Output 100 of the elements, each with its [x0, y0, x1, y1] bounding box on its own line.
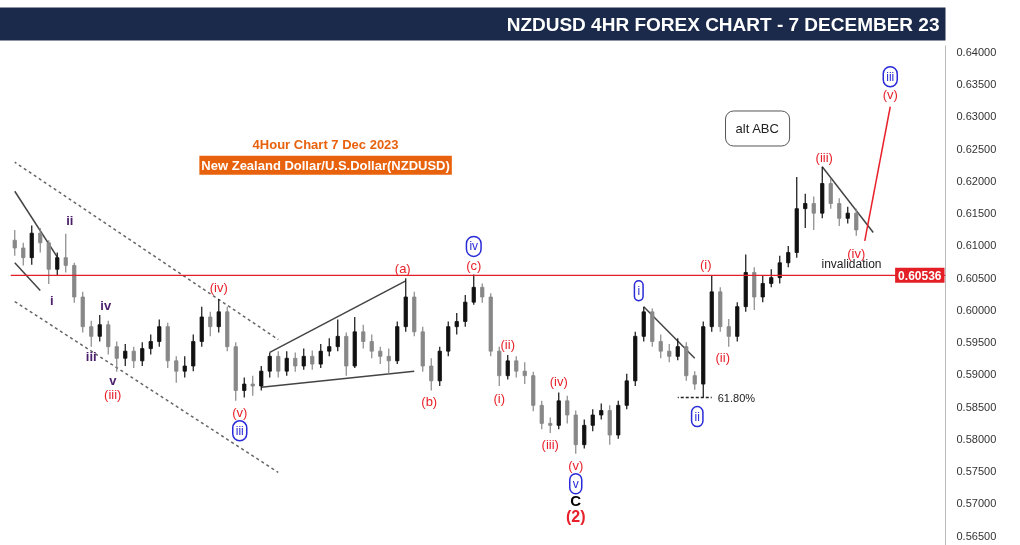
annotation: (v) — [568, 458, 584, 474]
y-tick-label: 0.61000 — [956, 239, 997, 252]
candlestick — [480, 282, 485, 304]
y-tick-label: 0.62500 — [956, 142, 997, 155]
candlestick — [786, 245, 791, 268]
annotation: (ii) — [500, 336, 515, 352]
candlestick — [803, 193, 808, 229]
y-tick-label: 0.60500 — [956, 271, 997, 284]
text: 4Hour Chart 7 Dec 2023 — [252, 136, 399, 152]
candlestick — [310, 349, 315, 371]
annotation: (v) — [232, 405, 248, 421]
annotation: (2) — [565, 508, 586, 526]
candlestick — [726, 318, 731, 348]
candlestick — [667, 343, 672, 363]
annotation: i — [49, 292, 54, 308]
candlestick — [386, 347, 391, 375]
candlestick — [514, 355, 519, 379]
candlestick — [216, 298, 221, 334]
y-tick-label: 0.56500 — [956, 529, 997, 542]
candlestick — [658, 333, 663, 359]
candlestick — [675, 337, 680, 361]
y-tick-label: 0.59500 — [956, 336, 997, 349]
candlestick — [828, 178, 833, 210]
annotation: (i) — [699, 256, 712, 272]
y-tick-label: 0.58000 — [956, 432, 997, 445]
annotation: (iii) — [815, 150, 833, 166]
candlestick — [293, 351, 298, 373]
candlestick — [182, 355, 187, 379]
y-tick-label: 0.57000 — [956, 497, 997, 510]
candlestick — [284, 350, 289, 377]
annotation: alt ABC — [735, 121, 779, 136]
annotation: (iii) — [104, 387, 122, 403]
annotation: (ii) — [715, 350, 730, 366]
y-tick-label: 0.60000 — [956, 303, 997, 316]
y-tick-label: 0.59000 — [956, 368, 997, 381]
candlestick — [463, 294, 468, 328]
candlestick — [148, 333, 153, 355]
candlestick — [505, 354, 510, 381]
candlestick — [208, 311, 213, 337]
annotation: iv — [100, 297, 112, 313]
candlestick — [361, 324, 366, 350]
candlestick — [250, 375, 255, 397]
candlestick — [89, 320, 94, 348]
annotation: (iv) — [209, 280, 228, 296]
candlestick — [267, 351, 272, 379]
candlestick — [157, 318, 162, 348]
candlestick — [21, 242, 26, 266]
candlestick — [123, 343, 128, 367]
chart-title: NZDUSD 4HR FOREX CHART - 7 DECEMBER 23 — [506, 13, 940, 35]
y-tick-label: 0.61500 — [956, 207, 997, 220]
annotation: (v) — [882, 87, 898, 103]
annotation: (c) — [466, 257, 482, 273]
candlestick — [837, 197, 842, 227]
candlestick — [811, 195, 816, 231]
candlestick — [38, 227, 43, 254]
y-tick-label: 0.62000 — [956, 174, 997, 187]
candlestick — [539, 400, 544, 430]
candlestick — [131, 346, 136, 369]
annotation: New Zealand Dollar/U.S.Dollar(NZDUSD) — [201, 157, 450, 173]
candlestick — [471, 273, 476, 306]
candlestick — [259, 365, 264, 392]
candlestick — [777, 255, 782, 285]
annotation: (iii) — [541, 436, 559, 452]
candlestick — [63, 233, 68, 274]
candlestick — [854, 208, 859, 237]
candlestick — [114, 340, 119, 373]
annotation: C — [570, 492, 582, 510]
candlestick — [140, 341, 145, 367]
candlestick — [369, 333, 374, 359]
y-tick-label: 0.64000 — [956, 45, 997, 58]
candlestick — [106, 320, 111, 355]
candlestick — [590, 408, 595, 432]
annotation: v — [572, 476, 579, 491]
annotation: iii — [85, 349, 97, 365]
candlestick — [318, 343, 323, 369]
candlestick — [760, 274, 765, 303]
candlestick — [692, 370, 697, 391]
candlestick — [454, 312, 459, 335]
annotation: iv — [469, 239, 479, 254]
annotation: (i) — [493, 391, 506, 407]
annotation: ii — [66, 213, 74, 229]
y-tick-label: 0.57500 — [956, 465, 997, 478]
annotation: v — [109, 373, 118, 389]
candlestick — [769, 268, 774, 288]
candlestick — [242, 377, 247, 399]
candlestick — [335, 318, 340, 352]
candlestick — [522, 361, 527, 385]
candlestick — [55, 251, 60, 276]
y-tick-label: 0.63500 — [956, 78, 997, 91]
annotation: 61.80% — [717, 391, 756, 404]
candlestick — [327, 337, 332, 357]
annotation: 0.60536 — [898, 268, 942, 283]
candlestick — [276, 350, 281, 379]
annotation: (b) — [421, 394, 438, 410]
candlestick — [565, 395, 570, 424]
annotation: i — [637, 283, 641, 298]
candlestick — [12, 229, 17, 257]
candlestick — [429, 357, 434, 392]
annotation: ii — [694, 409, 700, 424]
candlestick — [301, 347, 306, 371]
